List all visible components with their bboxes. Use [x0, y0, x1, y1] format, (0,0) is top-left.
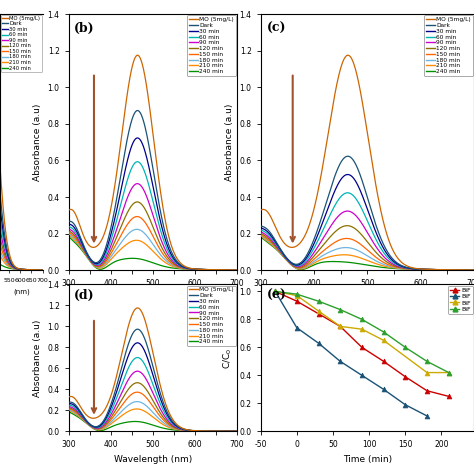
Text: (c): (c) [267, 22, 287, 35]
X-axis label: Time (min): Time (min) [343, 455, 392, 464]
Legend: MO (5mg/L), Dark, 30 min, 60 min, 90 min, 120 min, 150 min, 180 min, 210 min, 24: MO (5mg/L), Dark, 30 min, 60 min, 90 min… [0, 15, 42, 72]
Y-axis label: C/C$_0$: C/C$_0$ [221, 347, 234, 368]
Legend: MO (5mg/L), Dark, 30 min, 60 min, 90 min, 120 min, 150 min, 180 min, 210 min, 24: MO (5mg/L), Dark, 30 min, 60 min, 90 min… [187, 285, 236, 346]
Legend: MO (5mg/L), Dark, 30 min, 60 min, 90 min, 120 min, 150 min, 180 min, 210 min, 24: MO (5mg/L), Dark, 30 min, 60 min, 90 min… [424, 15, 473, 76]
Y-axis label: Absorbance (a.u): Absorbance (a.u) [33, 319, 42, 397]
Legend: MO (5mg/L), Dark, 30 min, 60 min, 90 min, 120 min, 150 min, 180 min, 210 min, 24: MO (5mg/L), Dark, 30 min, 60 min, 90 min… [187, 15, 236, 76]
X-axis label: Wavelength (nm): Wavelength (nm) [114, 455, 192, 464]
Y-axis label: Absorbance (a.u): Absorbance (a.u) [225, 103, 234, 181]
X-axis label: Wavelength (nm): Wavelength (nm) [114, 294, 192, 303]
Text: (b): (b) [74, 22, 94, 35]
X-axis label: (nm): (nm) [13, 288, 30, 295]
X-axis label: Wavelength (nm): Wavelength (nm) [328, 294, 407, 303]
Text: (e): (e) [267, 289, 287, 302]
Text: (d): (d) [74, 289, 94, 302]
Y-axis label: Absorbance (a.u): Absorbance (a.u) [33, 103, 42, 181]
Legend: BiF, BiF, BiF, BiF: BiF, BiF, BiF, BiF [448, 286, 473, 314]
